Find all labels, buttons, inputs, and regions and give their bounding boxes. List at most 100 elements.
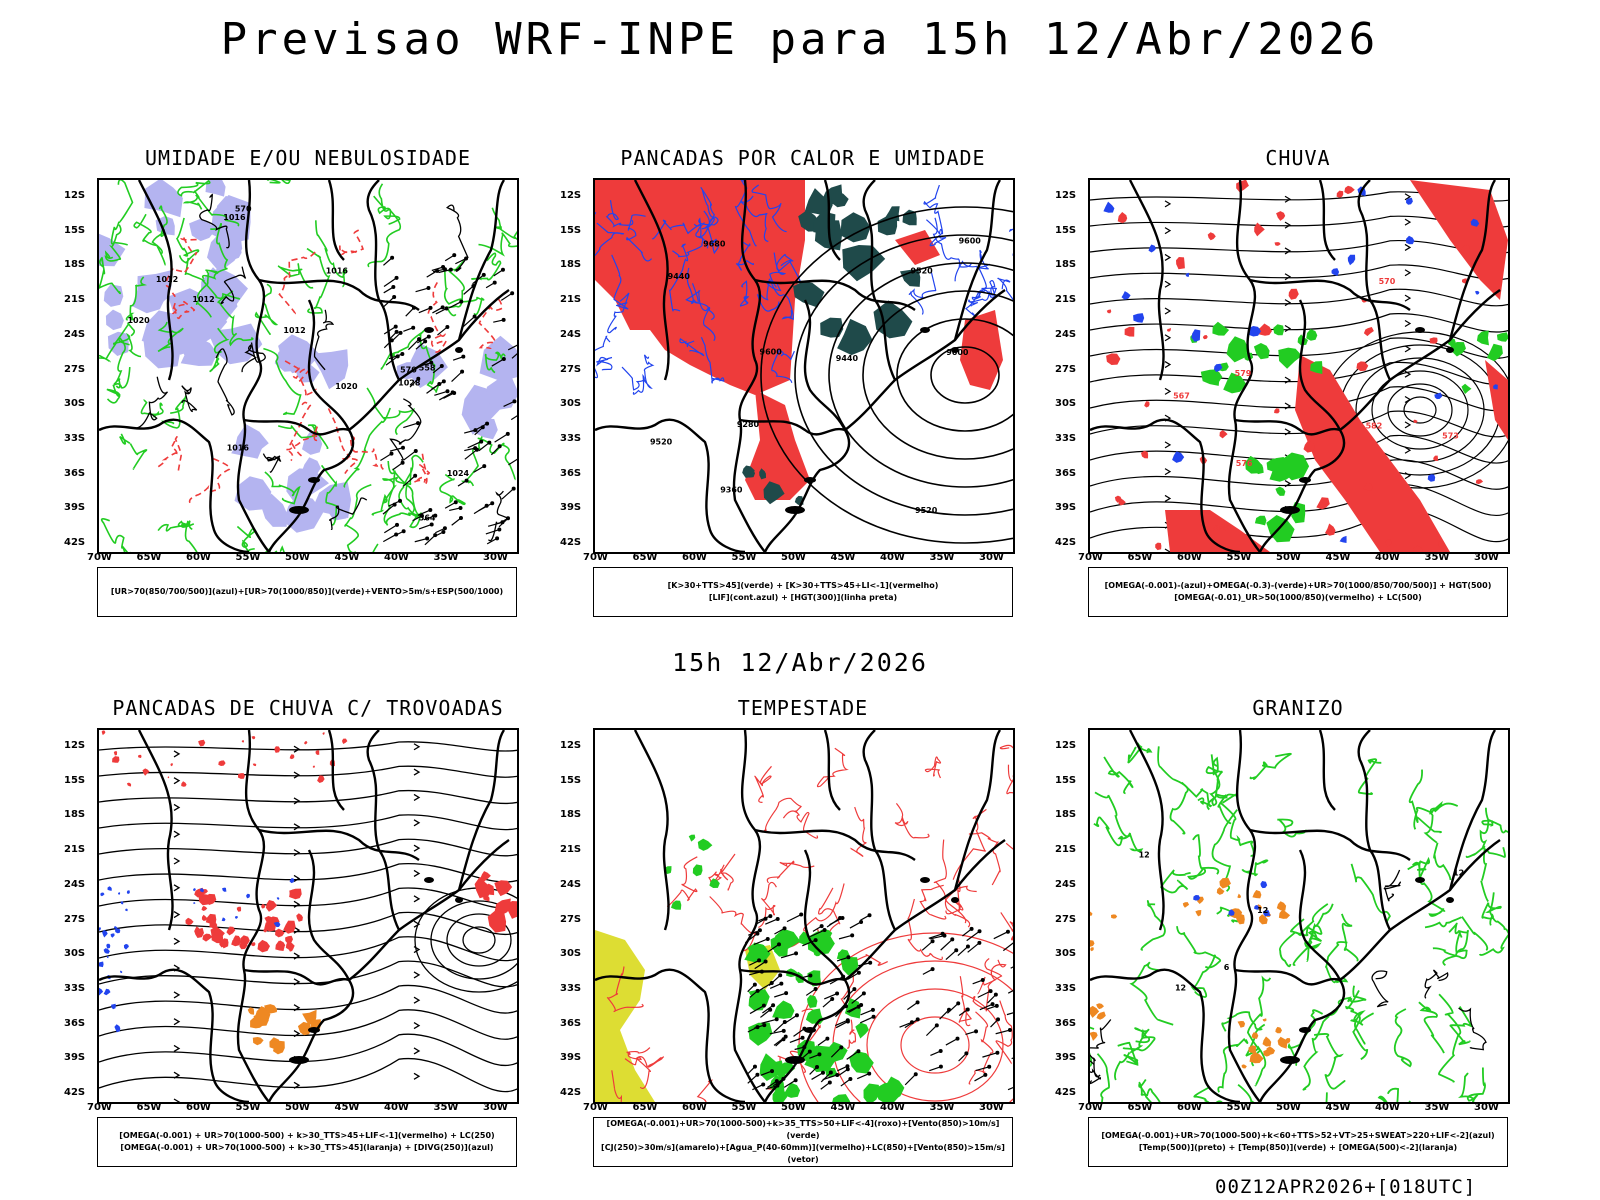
thunder-orange-fill bbox=[247, 1004, 322, 1055]
longitude-tick-label: 70W bbox=[583, 552, 608, 563]
latitude-tick-label: 27S bbox=[64, 363, 86, 375]
contour-label: 564 bbox=[419, 514, 436, 523]
omega500-orange-fill bbox=[1237, 1018, 1291, 1069]
legend-line: [CJ(250)>30m/s](amarelo)+[Agua_P(40-60mm… bbox=[601, 1143, 1005, 1164]
contour-label: 570 bbox=[235, 204, 252, 213]
longitude-tick-label: 55W bbox=[731, 1102, 757, 1113]
map-frame bbox=[593, 728, 1015, 1104]
longitude-tick-label: 60W bbox=[1177, 552, 1202, 563]
longitude-tick-label: 65W bbox=[1127, 1102, 1153, 1113]
wind850-green-fill bbox=[664, 834, 720, 910]
longitude-tick-label: 45W bbox=[1325, 1102, 1351, 1113]
longitude-tick-label: 55W bbox=[235, 1102, 261, 1113]
contour-label: 570 bbox=[400, 365, 417, 374]
contour-label: 1020 bbox=[335, 382, 358, 391]
country-borders bbox=[99, 180, 510, 552]
latitude-tick-label: 39S bbox=[1055, 1052, 1077, 1064]
latitude-tick-label: 39S bbox=[560, 502, 582, 514]
latitude-tick-label: 30S bbox=[64, 948, 86, 960]
contour-label: 579 bbox=[1235, 369, 1252, 378]
longitude-tick-label: 55W bbox=[235, 552, 261, 563]
contour-label: 1012 bbox=[192, 295, 214, 304]
contour-label: 9600 bbox=[760, 347, 783, 356]
longitude-tick-label: 30W bbox=[483, 552, 508, 563]
latitude-tick-label: 21S bbox=[560, 294, 582, 306]
divergence-blue-specks bbox=[99, 886, 130, 1033]
forecast-map: 1012 1012 1012 1016 1016 1016 1020 1020 1024 1028… bbox=[99, 180, 517, 552]
latitude-tick-label: 42S bbox=[560, 537, 582, 548]
country-borders bbox=[595, 180, 1006, 552]
humidity-high-levels-fill bbox=[99, 180, 263, 369]
longitude-tick-label: 30W bbox=[979, 1102, 1004, 1113]
contour-label: 1016 bbox=[227, 444, 250, 453]
latitude-tick-label: 21S bbox=[64, 294, 86, 306]
forecast-map: 9680 9600 9600 9520 9520 9440 9440 9360 9280 9600… bbox=[595, 180, 1013, 552]
latitude-tick-label: 33S bbox=[1055, 982, 1077, 994]
latitude-tick-label: 21S bbox=[64, 844, 86, 856]
omega500-orange-fill bbox=[1182, 877, 1291, 925]
contour-label: 1012 bbox=[283, 326, 305, 335]
longitude-tick-label: 40W bbox=[384, 552, 409, 563]
pressure-contours bbox=[136, 193, 510, 542]
contour-label: 582 bbox=[1366, 421, 1383, 430]
wind-vectors bbox=[380, 253, 517, 546]
contour-label: 1016 bbox=[326, 267, 349, 276]
latitude-tick-label: 30S bbox=[1055, 948, 1077, 960]
longitude-tick-label: 45W bbox=[334, 1102, 360, 1113]
legend-line: [OMEGA(-0.01)_UR>50(1000/850)(vermelho) … bbox=[1174, 593, 1422, 602]
latitude-tick-label: 24S bbox=[64, 878, 86, 890]
longitude-tick-label: 40W bbox=[1375, 1102, 1400, 1113]
latitude-tick-label: 27S bbox=[560, 363, 582, 375]
latitude-tick-label: 30S bbox=[560, 948, 582, 960]
latitude-tick-label: 21S bbox=[1055, 294, 1077, 306]
wind850-green-fill bbox=[759, 1039, 905, 1102]
panel-legend: [K>30+TTS>45](verde) + [K>30+TTS>45+LI<-… bbox=[593, 567, 1013, 617]
omega-green-fill bbox=[1190, 321, 1323, 394]
contour-label: 573 bbox=[1442, 431, 1459, 440]
latitude-tick-label: 27S bbox=[560, 913, 582, 925]
latitude-tick-label: 12S bbox=[560, 190, 582, 201]
longitude-tick-label: 60W bbox=[186, 552, 211, 563]
panel-title: UMIDADE E/OU NEBULOSIDADE bbox=[144, 146, 472, 170]
latitude-tick-label: 18S bbox=[64, 259, 86, 271]
longitude-tick-label: 40W bbox=[384, 1102, 409, 1113]
map-frame: 9680 9600 9600 9520 9520 9440 9440 9360 9280 9600… bbox=[593, 178, 1015, 554]
hail-blue-specks bbox=[1193, 881, 1271, 917]
main-title: Previsao WRF-INPE para 15h 12/Abr/2026 bbox=[220, 14, 1380, 65]
lc250-streamlines bbox=[99, 741, 517, 1102]
panel-legend: [UR>70(850/700/500)](azul)+[UR>70(1000/8… bbox=[97, 567, 517, 617]
instability-teal-fill bbox=[742, 465, 804, 505]
latitude-tick-label: 42S bbox=[1055, 1087, 1077, 1098]
longitude-tick-label: 65W bbox=[1127, 552, 1153, 563]
contour-label: 9360 bbox=[720, 486, 743, 495]
latitude-tick-label: 33S bbox=[560, 982, 582, 994]
latitude-tick-label: 39S bbox=[560, 1052, 582, 1064]
panel-legend: [OMEGA(-0.001)+UR>70(1000-500)+k>35_TTS>… bbox=[593, 1117, 1013, 1167]
latitude-tick-label: 15S bbox=[1055, 224, 1077, 236]
map-frame: 1012 1012 1012 1016 1016 1016 1020 1020 1024 1028… bbox=[97, 178, 519, 554]
contour-label: 6 bbox=[1224, 963, 1230, 972]
longitude-tick-label: 65W bbox=[136, 1102, 162, 1113]
contour-label: 9600 bbox=[946, 348, 969, 357]
latitude-tick-label: 15S bbox=[560, 774, 582, 786]
latitude-tick-label: 18S bbox=[560, 259, 582, 271]
longitude-tick-label: 60W bbox=[682, 552, 707, 563]
longitude-tick-label: 45W bbox=[1325, 552, 1351, 563]
contour-label: 9600 bbox=[959, 236, 982, 245]
latitude-tick-label: 12S bbox=[64, 740, 86, 751]
temp500-contours bbox=[1090, 869, 1487, 1085]
longitude-tick-label: 60W bbox=[1177, 1102, 1202, 1113]
latitude-tick-label: 24S bbox=[1055, 328, 1077, 340]
latitude-tick-label: 36S bbox=[1055, 467, 1077, 479]
panel-legend: [OMEGA(-0.001) + UR>70(1000-500) + k>30_… bbox=[97, 1117, 517, 1167]
longitude-tick-label: 55W bbox=[1226, 552, 1252, 563]
rain-red-fill bbox=[1165, 180, 1508, 552]
longitude-tick-label: 50W bbox=[1276, 1102, 1301, 1113]
contour-label: 1020 bbox=[127, 316, 150, 325]
lif-contours bbox=[908, 184, 1013, 317]
forecast-map bbox=[595, 730, 1013, 1102]
map-frame bbox=[97, 728, 519, 1104]
longitude-tick-label: 50W bbox=[781, 1102, 806, 1113]
latitude-tick-label: 18S bbox=[1055, 259, 1077, 271]
latitude-tick-label: 24S bbox=[1055, 878, 1077, 890]
